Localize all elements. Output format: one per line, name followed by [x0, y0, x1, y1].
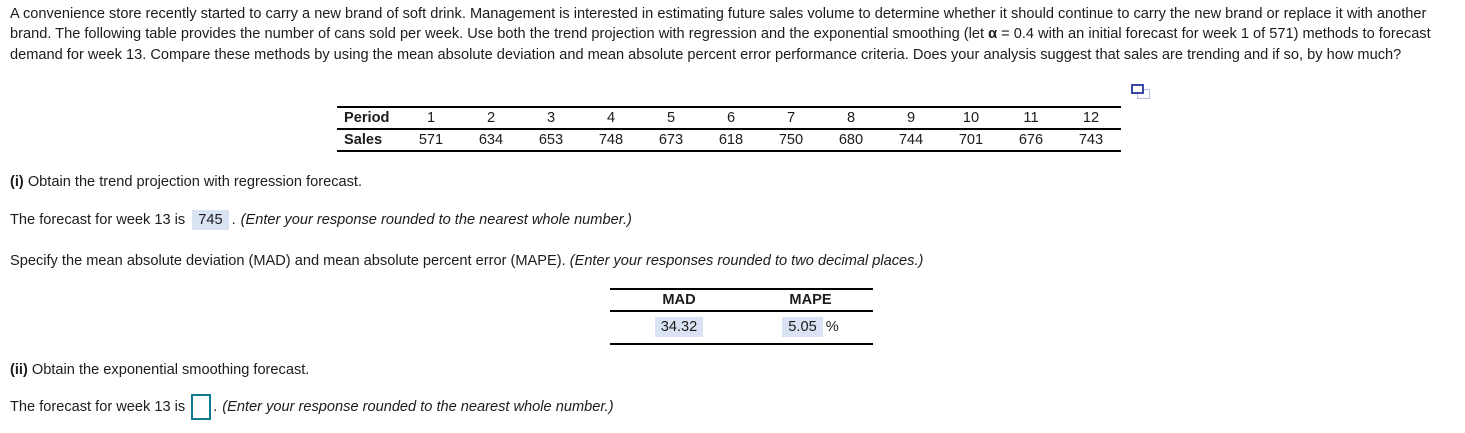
sales-row: Sales 571 634 653 748 673 618 750 680 74… [337, 129, 1121, 151]
question-part2: = 0.4 with an initial forecast for week … [10, 26, 1431, 63]
mad-mape-table: MAD MAPE 34.32 5.05% [610, 288, 873, 345]
mad-mape-header-row: MAD MAPE [610, 289, 873, 311]
period-cell: 6 [726, 110, 736, 126]
sales-cell: 748 [598, 132, 624, 148]
sales-cell: 744 [898, 132, 924, 148]
specify-mad-mape-line: Specify the mean absolute deviation (MAD… [10, 253, 923, 269]
period-cell: 11 [1023, 110, 1039, 126]
period-cell: 5 [666, 110, 676, 126]
sales-cell: 634 [478, 132, 504, 148]
sales-data-table: Period 1 2 3 4 5 6 7 8 9 10 11 12 Sales … [337, 106, 1121, 152]
mad-answer-box[interactable]: 34.32 [654, 317, 704, 337]
forecast-note: (Enter your response rounded to the near… [222, 399, 614, 415]
period-cell: 10 [962, 110, 980, 126]
section-ii-heading: (ii) Obtain the exponential smoothing fo… [10, 362, 309, 378]
sales-row-label: Sales [344, 132, 383, 148]
sentence-period: . [213, 399, 218, 415]
forecast-prefix: The forecast for week 13 is [10, 212, 186, 228]
section-i-label: (i) [10, 174, 24, 190]
period-row: Period 1 2 3 4 5 6 7 8 9 10 11 12 [337, 107, 1121, 129]
mad-header: MAD [662, 292, 696, 308]
section-ii-heading-text: Obtain the exponential smoothing forecas… [27, 362, 310, 378]
alpha-symbol: α [988, 26, 998, 43]
period-cell: 3 [546, 110, 556, 126]
smoothing-forecast-line: The forecast for week 13 is . (Enter you… [10, 393, 614, 421]
smoothing-forecast-input[interactable] [191, 394, 212, 420]
period-row-label: Period [344, 110, 390, 126]
period-cell: 12 [1082, 110, 1100, 126]
period-cell: 8 [846, 110, 856, 126]
sales-cell: 673 [658, 132, 684, 148]
question-part1: A convenience store recently started to … [10, 6, 1427, 43]
mad-mape-value-row: 34.32 5.05% [610, 311, 873, 344]
period-cell: 7 [786, 110, 796, 126]
sales-cell: 653 [538, 132, 564, 148]
period-cell: 2 [486, 110, 496, 126]
mape-answer-box[interactable]: 5.05 [782, 317, 823, 337]
section-ii-label: (ii) [10, 362, 28, 378]
specify-text: Specify the mean absolute deviation (MAD… [10, 253, 566, 269]
sentence-period: . [231, 212, 236, 228]
period-cell: 9 [906, 110, 916, 126]
forecast-note: (Enter your response rounded to the near… [240, 212, 632, 228]
mape-header: MAPE [789, 292, 832, 308]
regression-forecast-answer-box[interactable]: 745 [192, 210, 229, 230]
period-cell: 1 [426, 110, 436, 126]
sales-cell: 743 [1078, 132, 1104, 148]
sales-cell: 701 [958, 132, 984, 148]
sales-cell: 618 [718, 132, 744, 148]
section-i-heading-text: Obtain the trend projection with regress… [23, 174, 363, 190]
question-text: A convenience store recently started to … [10, 4, 1453, 65]
copy-icon-front-rect [1131, 84, 1144, 94]
forecast-prefix: The forecast for week 13 is [10, 399, 186, 415]
regression-forecast-line: The forecast for week 13 is 745 . (Enter… [10, 206, 632, 234]
sales-cell: 676 [1018, 132, 1044, 148]
sales-cell: 750 [778, 132, 804, 148]
section-i-heading: (i) Obtain the trend projection with reg… [10, 174, 362, 190]
copy-question-icon[interactable] [1131, 83, 1151, 100]
period-cell: 4 [606, 110, 616, 126]
sales-cell: 571 [418, 132, 444, 148]
specify-note: (Enter your responses rounded to two dec… [569, 253, 924, 269]
sales-cell: 680 [838, 132, 864, 148]
percent-sign: % [825, 319, 839, 335]
